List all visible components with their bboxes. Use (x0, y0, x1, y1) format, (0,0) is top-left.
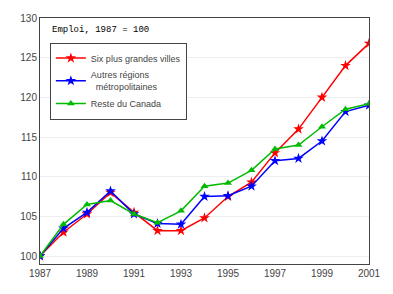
svg-text:1987: 1987 (29, 268, 52, 279)
svg-text:Reste du Canada: Reste du Canada (91, 99, 161, 109)
svg-text:100: 100 (20, 251, 37, 262)
svg-text:120: 120 (20, 92, 37, 103)
svg-text:125: 125 (20, 52, 37, 63)
svg-text:1993: 1993 (170, 268, 193, 279)
svg-text:115: 115 (21, 132, 37, 143)
svg-text:110: 110 (21, 171, 37, 182)
svg-text:1991: 1991 (123, 268, 146, 279)
svg-text:1995: 1995 (217, 268, 240, 279)
svg-text:2001: 2001 (358, 268, 381, 279)
svg-text:105: 105 (20, 211, 37, 222)
svg-text:Emploi, 1987 = 100: Emploi, 1987 = 100 (52, 25, 149, 35)
svg-text:1999: 1999 (311, 268, 334, 279)
svg-text:1997: 1997 (264, 268, 287, 279)
svg-text:130: 130 (20, 13, 37, 24)
svg-text:1989: 1989 (76, 268, 99, 279)
svg-text:Six plus grandes villes: Six plus grandes villes (91, 54, 181, 64)
svg-text:Autres régions métropolitaine: Autres régions métropolitaines (91, 70, 158, 92)
